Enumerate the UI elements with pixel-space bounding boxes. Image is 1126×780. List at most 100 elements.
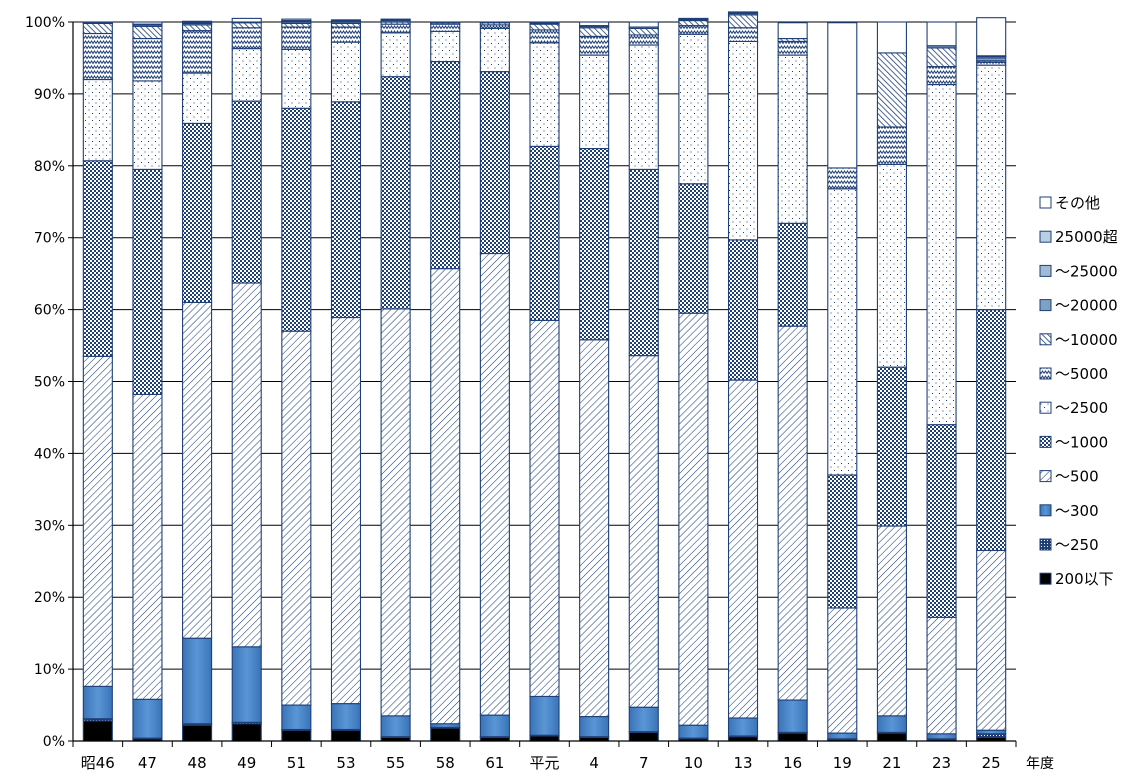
bar-segment — [479, 714, 510, 738]
bar-segment — [132, 25, 163, 40]
bar-segment — [727, 11, 759, 14]
bar-segment — [727, 736, 759, 742]
x-tick-label: 7 — [639, 754, 649, 772]
bar-stack — [529, 21, 560, 742]
bar-segment — [231, 646, 262, 723]
bar-segment — [876, 163, 907, 368]
bar-stack — [678, 17, 709, 742]
legend-swatch — [1039, 264, 1052, 277]
x-tick-label: 49 — [237, 754, 256, 772]
bar-segment — [678, 20, 709, 27]
bar-segment — [430, 60, 461, 270]
x-tick-label: 51 — [287, 754, 306, 772]
y-tick-label: 0% — [43, 734, 65, 750]
bar-segment — [727, 717, 759, 737]
y-tick-label: 50% — [34, 375, 65, 391]
x-tick-label: 19 — [833, 754, 852, 772]
x-tick-label: 53 — [336, 754, 355, 772]
bar-segment — [529, 695, 560, 736]
bar-segment — [479, 71, 510, 255]
bar-segment — [281, 704, 312, 731]
bar-segment — [182, 301, 213, 639]
bar-segment — [330, 26, 362, 43]
bar-segment — [876, 366, 907, 527]
bar-segment — [777, 325, 808, 701]
bar-segment — [678, 17, 709, 20]
y-tick-label: 100% — [25, 15, 65, 31]
bar-segment — [926, 47, 957, 68]
legend-swatch — [1039, 299, 1052, 312]
bar-segment — [827, 607, 858, 734]
bar-segment — [430, 727, 461, 742]
x-tick-label: 55 — [386, 754, 405, 772]
y-tick-label: 30% — [34, 518, 65, 534]
legend-swatch — [1039, 367, 1052, 380]
legend-label: ～300 — [1055, 502, 1099, 520]
bar-segment — [678, 724, 709, 739]
legend-label: ～25000 — [1055, 262, 1118, 280]
bar-segment — [777, 22, 808, 40]
bar-segment — [330, 316, 362, 705]
y-tick-label: 10% — [34, 662, 65, 678]
bar-segment — [529, 21, 560, 24]
bar-segment — [380, 308, 411, 717]
bar-segment — [727, 14, 759, 29]
legend-label: ～250 — [1055, 536, 1099, 554]
bar-segment — [82, 32, 113, 81]
bar-segment — [579, 339, 610, 718]
bar-segment — [926, 424, 957, 618]
legend-item: その他 — [1039, 194, 1100, 212]
legend: その他 25000超 ～25000 ～20000 ～10000 ～5000 ～2500 ～10… — [1039, 194, 1118, 588]
bar-segment — [231, 100, 262, 284]
legend-item: ～500 — [1039, 468, 1099, 486]
bar-segment — [579, 35, 610, 56]
bar-segment — [827, 22, 858, 169]
bar-stack — [926, 21, 957, 742]
bar-segment — [529, 42, 560, 147]
legend-label: その他 — [1055, 194, 1100, 212]
legend-swatch — [1039, 504, 1052, 517]
bar-segment — [380, 715, 411, 738]
bar-stack — [82, 21, 113, 742]
bar-segment — [231, 17, 262, 23]
bar-segment — [529, 23, 560, 31]
x-tick-label: 23 — [932, 754, 951, 772]
bar-segment — [330, 19, 362, 22]
bar-segment — [876, 21, 907, 54]
bar-segment — [281, 107, 312, 332]
bar-segment — [529, 735, 560, 742]
bar-segment — [827, 167, 858, 190]
bar-segment — [876, 715, 907, 733]
bar-segment — [876, 525, 907, 717]
bar-segment — [132, 393, 163, 700]
bar-stack — [380, 18, 411, 742]
bar-segment — [330, 729, 362, 742]
legend-item: ～20000 — [1039, 297, 1118, 315]
bars — [82, 11, 1007, 742]
bar-segment — [976, 309, 1007, 552]
bar-segment — [330, 41, 362, 103]
bar-segment — [777, 54, 808, 224]
bar-segment — [132, 80, 163, 170]
bar-segment — [827, 474, 858, 609]
bar-segment — [231, 27, 262, 50]
bar-segment — [727, 27, 759, 42]
x-tick-label: 平元 — [529, 754, 559, 772]
y-tick-label: 90% — [34, 87, 65, 103]
legend-item: ～5000 — [1039, 365, 1108, 383]
bar-segment — [430, 21, 461, 24]
bar-segment — [281, 48, 312, 109]
bar-segment — [678, 312, 709, 726]
x-tick-label: 58 — [436, 754, 455, 772]
legend-swatch — [1039, 401, 1052, 414]
bar-segment — [430, 30, 461, 63]
bar-segment — [976, 64, 1007, 311]
bar-segment — [430, 23, 461, 32]
bar-segment — [579, 54, 610, 150]
bar-segment — [926, 66, 957, 86]
bar-segment — [727, 40, 759, 241]
bar-segment — [330, 703, 362, 731]
bar-stack — [182, 20, 213, 742]
